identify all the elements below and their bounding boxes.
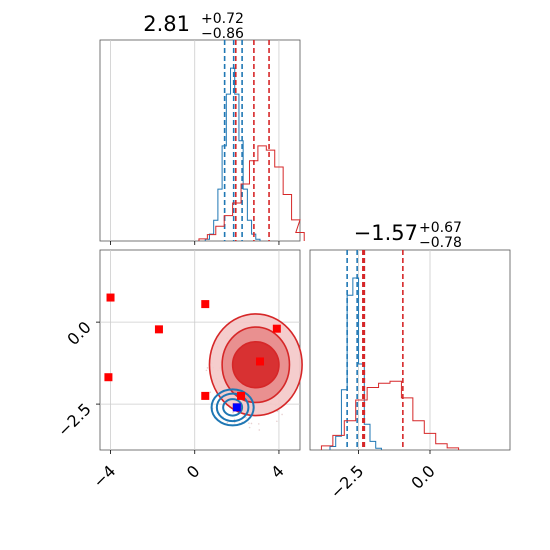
scatter-sample-point [233, 421, 236, 424]
hist-br-title: −1.57 [354, 221, 418, 245]
hist-br-x-ticks: −2.5 0.0 [326, 450, 439, 502]
scatter-red-marker [237, 391, 246, 400]
scatter-contour [222, 398, 244, 417]
scatter-red-marker [154, 325, 163, 334]
scatter-y-tick-label: 0.0 [63, 318, 94, 349]
scatter-red-marker [106, 293, 115, 302]
scatter-sample-point [257, 423, 260, 425]
scatter-contour [231, 341, 280, 389]
scatter-sample-point [258, 429, 261, 431]
scatter-red-marker [272, 324, 281, 333]
scatter-sample-point [205, 369, 208, 372]
hist-panel-bottom-right: −1.57 +0.67 −0.78 −2.5 0.0 [309, 220, 511, 502]
hist-br-x-tick-label: 0.0 [407, 461, 438, 492]
scatter-sample-point [276, 420, 278, 423]
scatter-sample-point [209, 391, 212, 393]
scatter-x-tick-label: 0 [183, 461, 204, 482]
hist-top-title-minus: −0.86 [201, 26, 244, 42]
hist-top-marks [110, 40, 305, 245]
scatter-sample-point [281, 413, 283, 416]
hist-br-step-series [320, 380, 460, 450]
scatter-marks [100, 250, 303, 450]
scatter-red-marker [104, 373, 113, 382]
scatter-sample-point [250, 422, 253, 425]
scatter-red-marker [201, 300, 210, 309]
hist-br-x-tick-label: −2.5 [326, 461, 367, 502]
scatter-sample-point [248, 422, 250, 424]
hist-br-title-minus: −0.78 [419, 235, 462, 251]
scatter-y-tick-label: −2.5 [54, 399, 95, 440]
scatter-red-marker [256, 357, 264, 366]
scatter-sample-point [206, 367, 209, 369]
scatter-sample-point [248, 426, 251, 429]
hist-top-title: 2.81 [143, 12, 190, 36]
scatter-blue-marker [232, 403, 241, 412]
hist-br-marks [320, 250, 460, 450]
hist-br-title-plus: +0.67 [419, 220, 462, 236]
scatter-x-tick-label: −4 [89, 461, 119, 491]
scatter-sample-point [233, 418, 236, 421]
scatter-sample-point [226, 421, 229, 424]
hist-br-step-series [329, 277, 382, 450]
scatter-contour [210, 388, 255, 427]
scatter-contour [215, 392, 250, 423]
scatter-sample-point [232, 411, 234, 414]
scatter-panel: −4 0 4 0.0 −2.5 [54, 249, 303, 492]
scatter-sample-point [245, 416, 247, 419]
scatter-red-marker [201, 391, 210, 400]
hist-br-frame [309, 249, 511, 451]
hist-top-frame [99, 39, 301, 242]
scatter-x-tick-label: 4 [267, 461, 288, 482]
hist-top-step-series [204, 67, 261, 241]
hist-top-title-plus: +0.72 [201, 11, 244, 27]
hist-panel-top: 2.81 +0.72 −0.86 [99, 11, 305, 245]
